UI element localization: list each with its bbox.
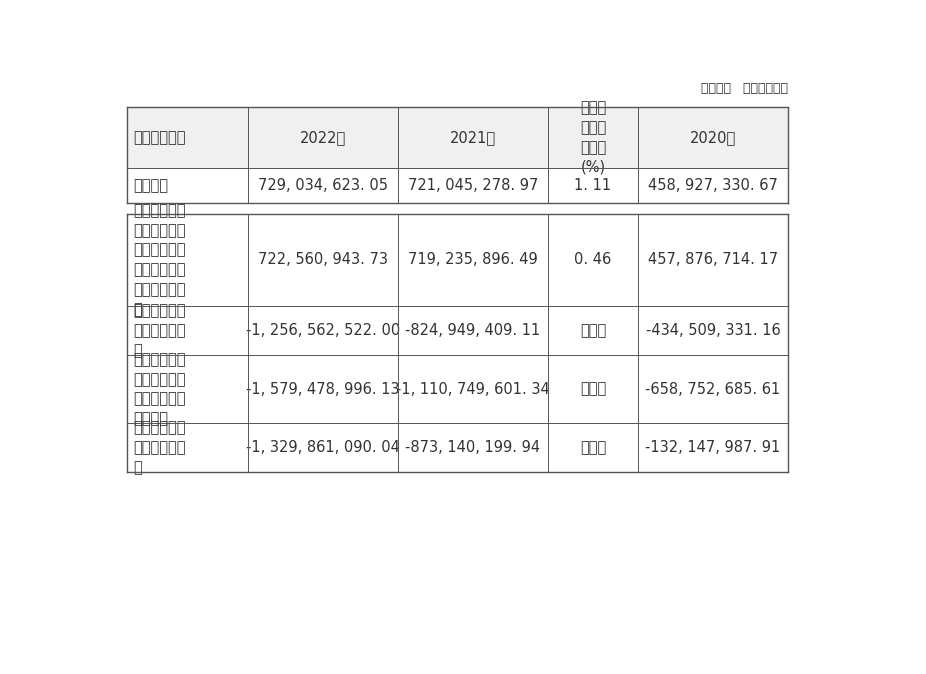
Text: -1, 256, 562, 522. 00: -1, 256, 562, 522. 00 [246,324,400,338]
Text: -1, 329, 861, 090. 04: -1, 329, 861, 090. 04 [246,440,400,455]
Text: 经营活动产生
的现金流量净
额: 经营活动产生 的现金流量净 额 [133,421,186,475]
Bar [127,306,788,355]
Text: 归属于上市公
司股东的净利
润: 归属于上市公 司股东的净利 润 [133,303,186,358]
Bar [127,107,788,168]
Text: -873, 140, 199. 94: -873, 140, 199. 94 [406,440,541,455]
Text: 不适用: 不适用 [580,324,606,338]
Text: 1. 11: 1. 11 [574,178,611,193]
Text: 458, 927, 330. 67: 458, 927, 330. 67 [648,178,778,193]
Text: 722, 560, 943. 73: 722, 560, 943. 73 [258,253,388,268]
Text: 单位：元   币种：人民币: 单位：元 币种：人民币 [701,82,788,96]
Text: -824, 949, 409. 11: -824, 949, 409. 11 [406,324,541,338]
Text: 719, 235, 896. 49: 719, 235, 896. 49 [408,253,538,268]
Text: 2020年: 2020年 [690,130,736,145]
Text: -1, 579, 478, 996. 13: -1, 579, 478, 996. 13 [246,381,400,397]
Text: 0. 46: 0. 46 [574,253,611,268]
Text: 营业收入: 营业收入 [133,178,169,193]
Text: -434, 509, 331. 16: -434, 509, 331. 16 [645,324,781,338]
Text: 归属于上市公
司股东的扣除
非经常性损益
的净利润: 归属于上市公 司股东的扣除 非经常性损益 的净利润 [133,352,186,427]
Text: 2022年: 2022年 [300,130,346,145]
Text: 2021年: 2021年 [450,130,496,145]
Text: 不适用: 不适用 [580,381,606,397]
Text: 不适用: 不适用 [580,440,606,455]
Text: 457, 876, 714. 17: 457, 876, 714. 17 [648,253,778,268]
Text: 扣除与主营业
务无关的业务
收入和不具备
商业实质的收
入后的营业收
入: 扣除与主营业 务无关的业务 收入和不具备 商业实质的收 入后的营业收 入 [133,203,186,317]
Bar [127,168,788,204]
Bar [127,355,788,423]
Text: 主要会计数据: 主要会计数据 [133,130,186,145]
Text: 本期比
上年同
期增减
(%): 本期比 上年同 期增减 (%) [580,100,606,175]
Bar [127,214,788,306]
Text: -132, 147, 987. 91: -132, 147, 987. 91 [645,440,781,455]
Bar [127,423,788,472]
Text: 721, 045, 278. 97: 721, 045, 278. 97 [407,178,538,193]
Text: -1, 110, 749, 601. 34: -1, 110, 749, 601. 34 [396,381,550,397]
Text: -658, 752, 685. 61: -658, 752, 685. 61 [645,381,781,397]
Text: 729, 034, 623. 05: 729, 034, 623. 05 [258,178,388,193]
